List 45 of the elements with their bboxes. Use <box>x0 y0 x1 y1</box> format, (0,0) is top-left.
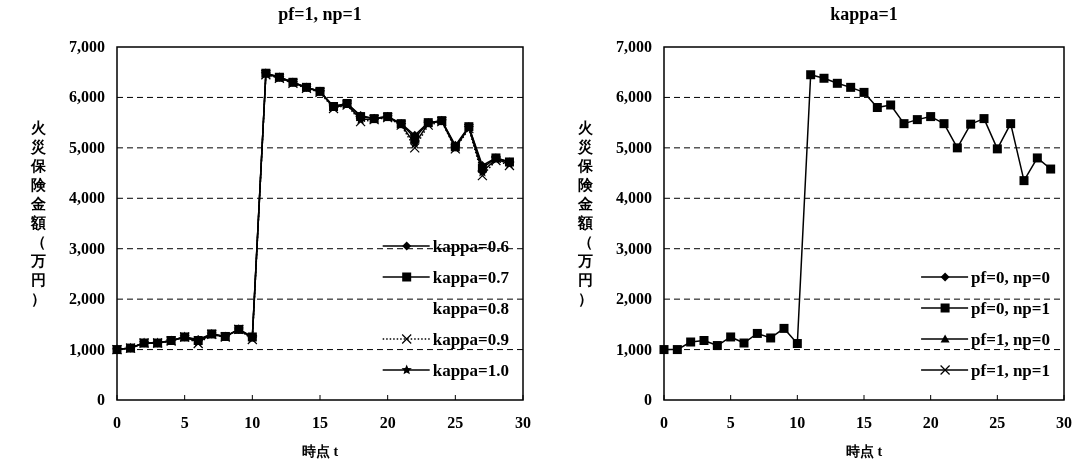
x-axis-title: 時点 t <box>845 444 883 459</box>
y-tick-label: 2,000 <box>616 290 652 308</box>
y-tick-label: 7,000 <box>69 38 105 55</box>
legend-label: kappa=1.0 <box>432 361 509 380</box>
y-tick-label: 1,000 <box>616 340 652 358</box>
x-tick-label: 10 <box>244 414 261 431</box>
chart-title: pf=1, np=1 <box>278 4 362 24</box>
x-tick-label: 0 <box>113 414 121 431</box>
legend-label: kappa=0.6 <box>432 237 509 256</box>
y-tick-label: 6,000 <box>616 88 652 106</box>
x-axis-title: 時点 t <box>301 444 339 459</box>
y-tick-label: 3,000 <box>616 239 652 257</box>
x-tick-label: 10 <box>789 414 806 431</box>
x-tick-label: 25 <box>447 414 464 431</box>
y-tick-label: 3,000 <box>69 239 105 257</box>
y-tick-label: 0 <box>644 391 652 408</box>
y-tick-label: 5,000 <box>616 138 652 156</box>
legend-label: kappa=0.9 <box>432 330 509 349</box>
x-tick-label: 30 <box>515 414 531 431</box>
x-tick-label: 20 <box>922 414 939 431</box>
y-tick-label: 4,000 <box>616 189 652 207</box>
y-tick-label: 0 <box>97 391 105 408</box>
legend-label: pf=1, np=1 <box>971 361 1050 380</box>
x-tick-label: 15 <box>312 414 328 431</box>
y-tick-label: 2,000 <box>69 290 105 308</box>
chart-title: kappa=1 <box>830 4 898 24</box>
text: 火災保険金額（万円） <box>577 120 593 307</box>
x-tick-label: 30 <box>1056 414 1072 431</box>
y-tick-label: 1,000 <box>69 340 105 358</box>
legend-label: pf=0, np=1 <box>971 299 1050 318</box>
legend-label: pf=1, np=0 <box>971 330 1050 349</box>
x-tick-label: 15 <box>856 414 872 431</box>
legend-label: pf=0, np=0 <box>971 268 1050 287</box>
x-tick-label: 25 <box>989 414 1006 431</box>
x-tick-label: 0 <box>660 414 668 431</box>
y-tick-label: 5,000 <box>69 138 105 156</box>
x-tick-label: 5 <box>180 414 189 431</box>
y-tick-label: 4,000 <box>69 189 105 207</box>
y-tick-label: 7,000 <box>616 38 652 55</box>
x-tick-label: 20 <box>379 414 396 431</box>
legend-label: kappa=0.7 <box>432 268 510 287</box>
y-tick-label: 6,000 <box>69 88 105 106</box>
text: 火災保険金額（万円） <box>30 120 46 307</box>
text: kappa=0.8 <box>432 299 509 318</box>
x-tick-label: 5 <box>726 414 735 431</box>
